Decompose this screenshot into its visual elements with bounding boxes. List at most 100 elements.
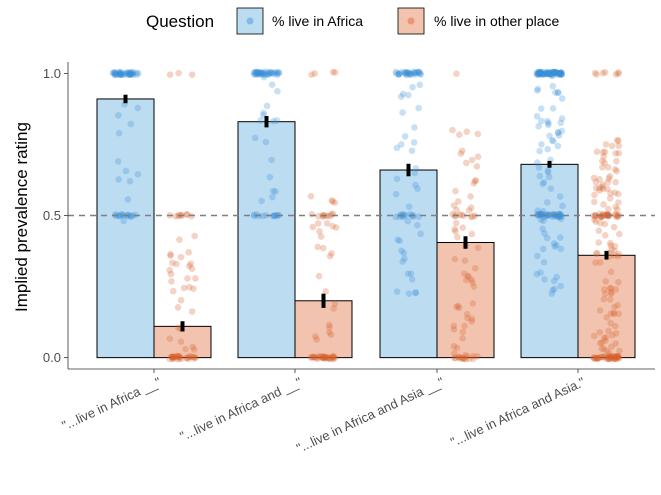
data-point	[324, 353, 332, 361]
data-point	[253, 71, 261, 78]
data-point	[558, 115, 566, 122]
data-point	[329, 198, 336, 205]
data-point	[459, 354, 467, 362]
data-point	[117, 71, 124, 78]
data-point	[456, 211, 464, 219]
data-point	[557, 213, 565, 220]
data-point	[614, 352, 622, 360]
data-point	[329, 352, 337, 360]
data-point	[538, 70, 545, 77]
data-point	[547, 71, 554, 78]
data-point	[607, 285, 615, 292]
data-point	[115, 176, 122, 183]
data-point	[597, 353, 605, 361]
data-point	[465, 273, 472, 281]
data-point	[116, 212, 124, 219]
data-point	[176, 353, 183, 360]
data-point	[549, 68, 557, 76]
data-point	[553, 69, 561, 77]
data-point	[608, 142, 616, 150]
data-point	[126, 71, 133, 78]
data-point	[126, 68, 134, 76]
data-point	[536, 210, 543, 218]
data-point	[536, 69, 544, 77]
data-point	[258, 197, 265, 205]
data-point	[274, 71, 281, 79]
data-point	[461, 351, 469, 359]
data-point	[552, 68, 559, 76]
data-point	[394, 236, 401, 244]
data-point	[192, 275, 199, 282]
data-point	[533, 70, 540, 77]
data-point	[540, 178, 548, 186]
data-point	[550, 240, 558, 247]
data-point	[169, 355, 177, 362]
data-point	[176, 355, 183, 363]
data-point	[555, 132, 563, 139]
data-point	[556, 70, 564, 78]
data-point	[331, 69, 339, 76]
data-point	[610, 223, 618, 231]
data-point	[600, 153, 608, 160]
data-point	[252, 69, 260, 77]
data-point	[392, 190, 400, 198]
data-point	[603, 314, 610, 321]
data-point	[405, 290, 413, 297]
data-point	[546, 211, 554, 219]
data-point	[599, 211, 607, 218]
data-point	[600, 295, 608, 303]
data-point	[550, 277, 558, 285]
data-point	[545, 211, 553, 219]
data-point	[537, 71, 544, 78]
data-point	[400, 249, 408, 257]
data-point	[593, 148, 601, 156]
data-point	[601, 220, 609, 228]
data-point	[544, 70, 552, 78]
data-point	[608, 343, 615, 351]
data-point	[329, 353, 337, 361]
data-point	[412, 289, 420, 297]
data-point	[393, 175, 401, 183]
data-point	[541, 230, 548, 237]
data-point	[595, 227, 603, 235]
bar	[96, 98, 155, 359]
data-point	[541, 276, 548, 283]
data-point	[453, 206, 460, 214]
data-point	[544, 117, 551, 125]
data-point	[454, 233, 461, 241]
data-point	[187, 353, 194, 360]
data-point	[552, 69, 560, 77]
data-point	[250, 211, 258, 219]
data-point	[557, 119, 565, 127]
data-point	[468, 276, 475, 283]
data-point	[417, 230, 424, 238]
data-point	[554, 129, 562, 137]
data-point	[126, 70, 134, 77]
data-point	[461, 257, 469, 264]
data-point	[610, 310, 618, 318]
data-point	[416, 81, 424, 89]
data-point	[599, 181, 607, 188]
data-point	[611, 189, 619, 197]
data-point	[536, 68, 544, 76]
data-point	[275, 68, 282, 76]
data-point	[450, 342, 458, 350]
data-point	[309, 353, 317, 361]
data-point	[124, 69, 131, 77]
data-point	[592, 178, 600, 186]
data-point	[396, 211, 404, 219]
data-point	[554, 69, 561, 77]
data-point	[329, 222, 337, 230]
data-point	[536, 70, 544, 77]
data-point	[537, 69, 544, 77]
data-point	[312, 333, 319, 340]
data-point	[471, 212, 479, 220]
data-point	[124, 71, 131, 79]
data-point	[615, 354, 622, 362]
data-point	[615, 310, 622, 318]
data-point	[183, 211, 191, 218]
data-point	[186, 283, 193, 291]
data-point	[458, 355, 466, 362]
data-point	[592, 184, 600, 192]
